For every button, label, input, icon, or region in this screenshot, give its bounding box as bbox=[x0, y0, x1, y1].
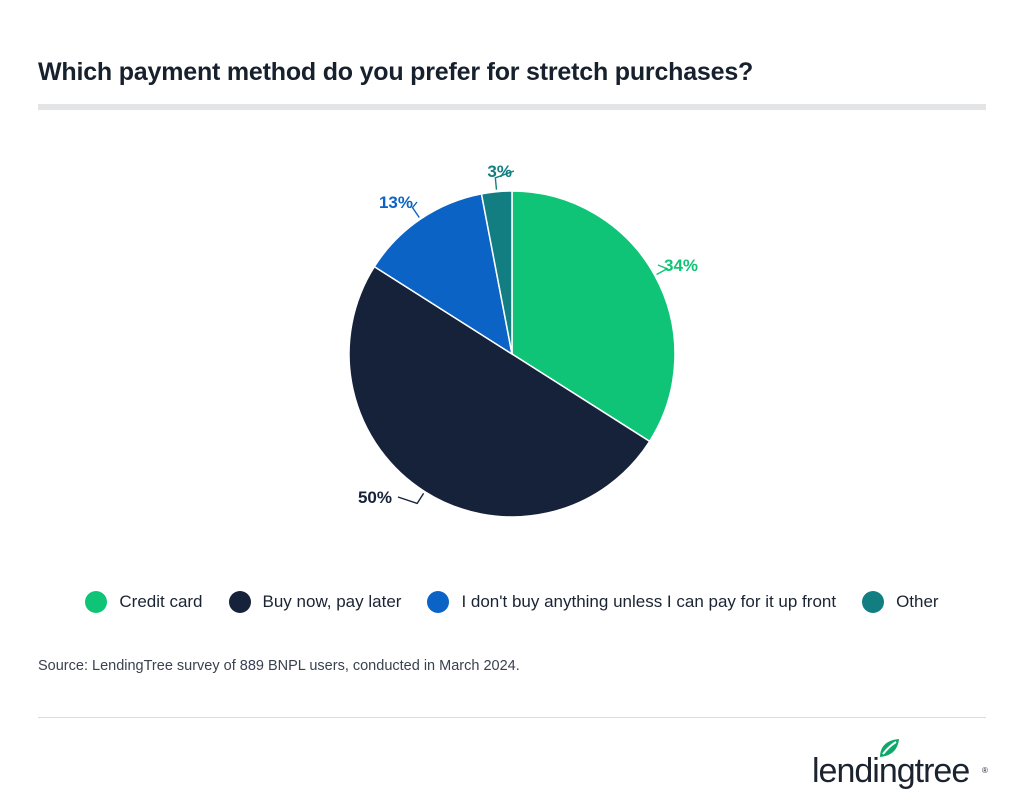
data-label-credit-card: 34% bbox=[664, 256, 698, 275]
leaf-icon bbox=[880, 739, 899, 757]
legend-label: Credit card bbox=[119, 592, 203, 611]
legend-item-credit-card: Credit card bbox=[85, 591, 203, 613]
legend-item-other: Other bbox=[862, 591, 939, 613]
chart-legend: Credit card Buy now, pay later I don't b… bbox=[38, 590, 986, 614]
leader-line-other bbox=[494, 170, 515, 190]
footer-divider bbox=[38, 717, 986, 718]
chart-title: Which payment method do you prefer for s… bbox=[38, 58, 754, 86]
legend-item-pay-up-front: I don't buy anything unless I can pay fo… bbox=[427, 591, 836, 613]
title-divider bbox=[38, 104, 986, 110]
registered-mark: ® bbox=[982, 766, 988, 775]
legend-label: Buy now, pay later bbox=[262, 592, 402, 611]
legend-swatch bbox=[427, 591, 450, 613]
logo-wordmark: lendingtree bbox=[812, 752, 970, 790]
data-label-buy-now-pay-later: 50% bbox=[358, 488, 392, 507]
legend-swatch bbox=[228, 591, 251, 613]
legend-swatch bbox=[862, 591, 885, 613]
legend-swatch bbox=[85, 591, 108, 613]
pie-slice-i-don-t-buy-anything-unless-i-can-pay-for-it-up-front bbox=[373, 193, 514, 356]
data-label-other: 3% bbox=[487, 162, 512, 181]
leader-line-i-don-t-buy-anything-unless-i-can-pay-for-it-up-front bbox=[411, 201, 420, 218]
pie-slice-other bbox=[480, 190, 513, 355]
source-note: Source: LendingTree survey of 889 BNPL u… bbox=[38, 658, 520, 674]
pie-slice-credit-card bbox=[511, 190, 676, 443]
legend-label: I don't buy anything unless I can pay fo… bbox=[461, 592, 837, 611]
leader-line-credit-card bbox=[656, 264, 669, 276]
legend-item-bnpl: Buy now, pay later bbox=[228, 591, 402, 613]
lendingtree-logo: lendingtree ® bbox=[812, 736, 992, 792]
pie-slice-buy-now-pay-later bbox=[348, 265, 651, 518]
legend-label: Other bbox=[896, 592, 939, 611]
leader-line-buy-now-pay-later bbox=[397, 492, 425, 505]
data-label-i-don-t-buy-anything-unless-i-can-pay-for-it-up-front: 13% bbox=[379, 193, 413, 212]
